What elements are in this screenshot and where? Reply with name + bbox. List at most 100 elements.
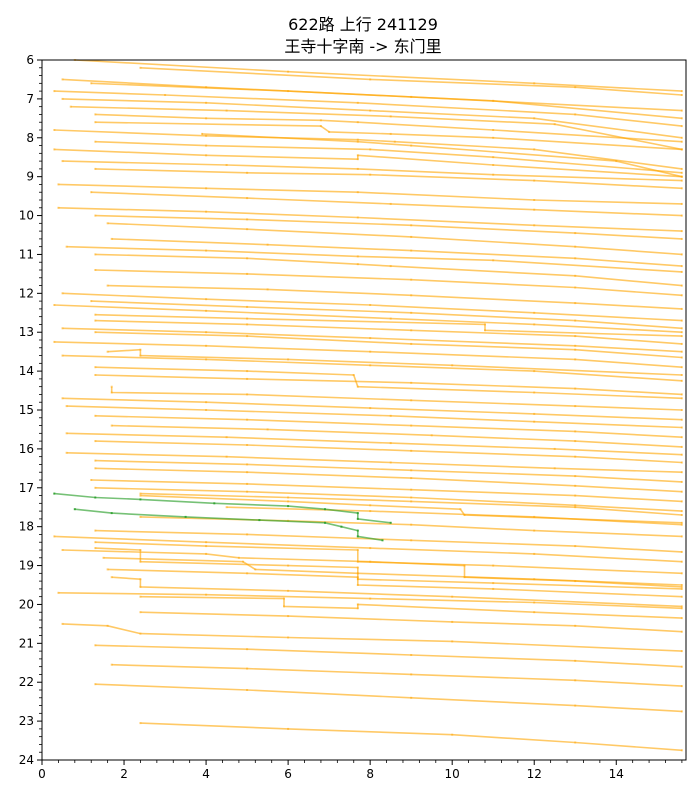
stop-point	[492, 587, 495, 590]
stop-point	[110, 237, 113, 240]
stop-point	[139, 585, 142, 588]
stop-point	[283, 605, 285, 608]
stop-point	[94, 374, 97, 376]
stop-point	[680, 560, 683, 563]
stop-point	[94, 366, 97, 369]
stop-point	[389, 414, 392, 417]
stop-point	[574, 257, 577, 260]
stop-point	[225, 455, 228, 458]
stop-point	[553, 467, 556, 470]
stop-point	[680, 605, 683, 608]
stop-point	[94, 541, 97, 544]
stop-point	[287, 636, 290, 639]
stop-point	[324, 521, 326, 524]
trip-series-41	[110, 424, 683, 448]
stop-point	[680, 179, 683, 182]
stop-point	[680, 584, 683, 586]
stop-point	[680, 665, 683, 668]
stop-point	[574, 113, 577, 116]
stop-point	[451, 733, 454, 736]
y-tick-label: 16	[19, 442, 34, 456]
stop-point	[94, 331, 97, 334]
trip-series-9	[53, 129, 683, 170]
stop-point	[574, 545, 577, 548]
stop-point	[139, 578, 142, 581]
stop-point	[110, 512, 113, 515]
stop-point	[451, 364, 454, 367]
stop-point	[680, 379, 683, 382]
x-tick-label: 8	[366, 767, 374, 781]
trip-series-7	[94, 113, 683, 143]
stop-point	[533, 224, 536, 227]
stop-point	[139, 595, 142, 598]
trip-series-27	[53, 304, 683, 334]
stop-point	[283, 597, 285, 600]
stop-point	[680, 237, 683, 240]
stop-point	[356, 517, 359, 520]
trip-series-33	[106, 348, 683, 376]
stop-point	[680, 426, 683, 429]
trip-line	[226, 506, 682, 526]
stop-point	[356, 535, 359, 538]
trip-series-18	[94, 214, 683, 240]
stop-point	[389, 461, 392, 464]
stop-point	[139, 494, 142, 497]
stop-point	[205, 358, 208, 361]
stop-point	[69, 105, 72, 108]
trip-line	[95, 113, 682, 143]
stop-point	[356, 140, 359, 143]
stop-point	[90, 300, 93, 303]
stop-point	[94, 529, 97, 532]
stop-point	[680, 331, 683, 334]
stop-point	[533, 82, 536, 85]
trip-line	[95, 541, 682, 575]
stop-point	[61, 97, 64, 100]
stop-point	[430, 434, 433, 437]
stop-point	[680, 202, 683, 205]
stop-point	[492, 259, 495, 262]
stop-point	[57, 183, 60, 186]
stop-point	[574, 440, 577, 443]
stop-point	[90, 479, 93, 481]
stop-point	[410, 144, 413, 147]
stop-point	[287, 727, 290, 730]
stop-point	[61, 549, 64, 551]
trip-series-61	[57, 591, 683, 610]
stop-point	[61, 397, 64, 400]
stop-point	[680, 284, 683, 287]
y-tick-label: 24	[19, 753, 34, 767]
stop-point	[680, 650, 683, 653]
stop-point	[574, 286, 577, 289]
stop-point	[356, 255, 359, 258]
stop-point	[225, 164, 228, 166]
stop-point	[246, 689, 249, 691]
stop-point	[106, 624, 109, 627]
trip-series-31	[94, 331, 683, 359]
stop-point	[680, 617, 683, 620]
stop-point	[574, 344, 577, 347]
stop-point	[574, 484, 577, 487]
stop-point	[369, 364, 372, 367]
stop-point	[680, 710, 683, 713]
stop-point	[205, 309, 208, 312]
series-layer	[53, 59, 683, 752]
stop-point	[287, 564, 290, 567]
stop-point	[459, 508, 462, 511]
trip-series-4	[53, 90, 683, 128]
stop-point	[266, 288, 269, 291]
x-tick-label: 4	[202, 767, 210, 781]
trip-series-32	[53, 340, 683, 369]
stop-point	[410, 249, 413, 252]
trip-series-8	[94, 121, 683, 151]
stop-point	[574, 704, 577, 707]
trip-series-58	[102, 556, 683, 586]
stop-point	[393, 140, 396, 143]
stop-point	[574, 430, 577, 433]
stop-point	[680, 319, 683, 322]
stop-point	[139, 722, 142, 725]
stop-point	[90, 82, 93, 85]
stop-point	[680, 214, 683, 217]
y-tick-label: 23	[19, 714, 34, 728]
trip-series-65	[94, 644, 683, 668]
stop-point	[492, 173, 495, 176]
